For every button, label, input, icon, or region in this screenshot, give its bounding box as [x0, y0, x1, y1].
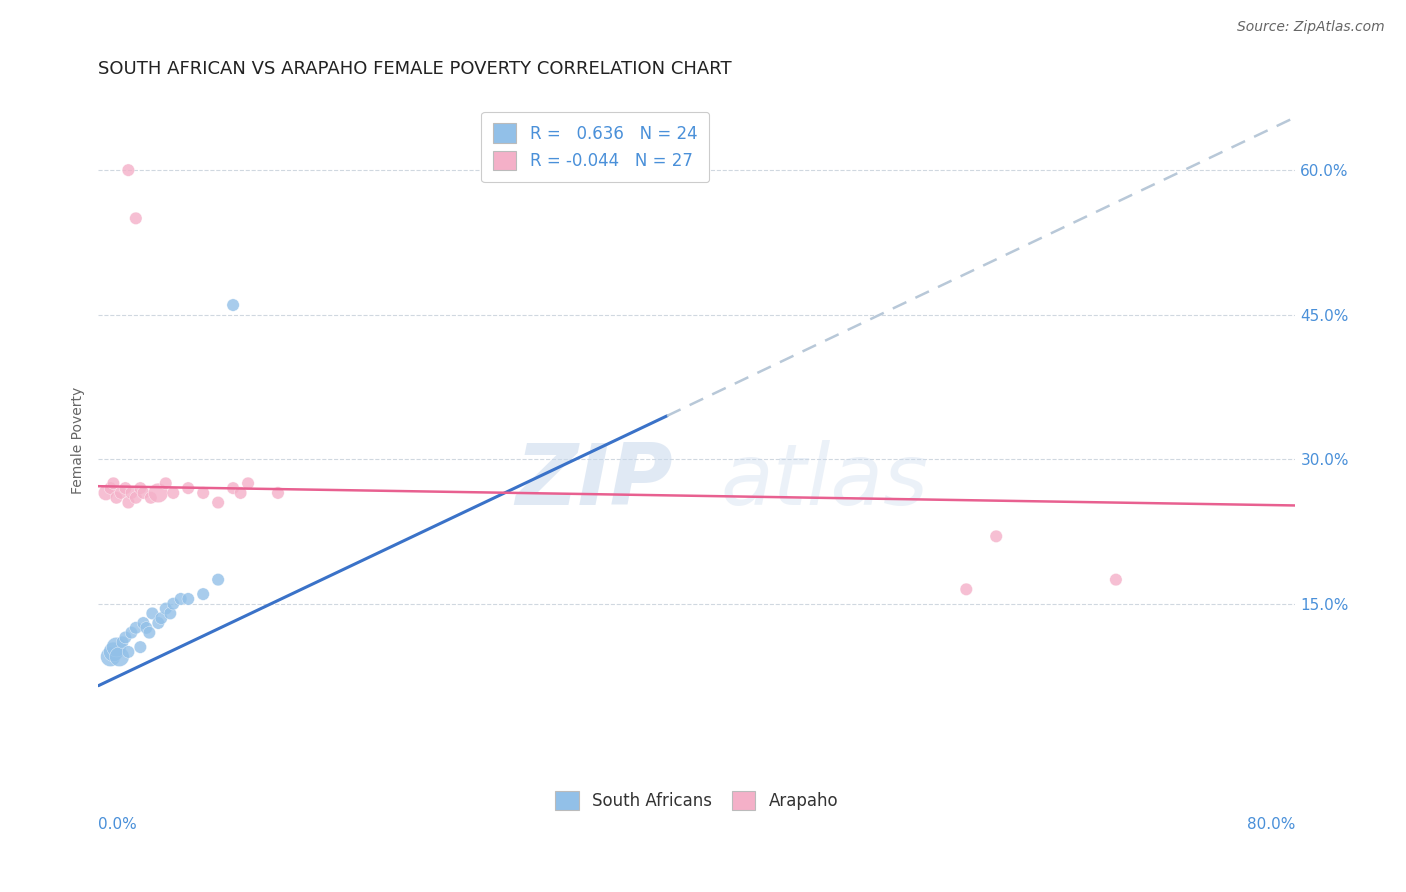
Point [193, 587, 215, 601]
Text: 80.0%: 80.0% [1247, 817, 1295, 832]
Point [162, 597, 184, 611]
Point [105, 640, 128, 654]
Point [132, 486, 155, 500]
Point [94, 486, 117, 500]
Point [117, 495, 139, 509]
Y-axis label: Female Poverty: Female Poverty [72, 386, 86, 493]
Point [1105, 573, 1128, 587]
Point [100, 481, 122, 495]
Text: Source: ZipAtlas.com: Source: ZipAtlas.com [1237, 20, 1385, 34]
Point [110, 486, 132, 500]
Point [117, 163, 139, 178]
Text: SOUTH AFRICAN VS ARAPAHO FEMALE POVERTY CORRELATION CHART: SOUTH AFRICAN VS ARAPAHO FEMALE POVERTY … [98, 60, 733, 78]
Point [114, 631, 136, 645]
Point [162, 486, 184, 500]
Point [159, 607, 181, 621]
Point [129, 640, 152, 654]
Point [155, 476, 177, 491]
Point [177, 591, 200, 606]
Point [103, 476, 125, 491]
Point [986, 529, 1008, 543]
Point [207, 573, 229, 587]
Point [114, 481, 136, 495]
Point [148, 486, 170, 500]
Point [229, 486, 252, 500]
Point [170, 591, 193, 606]
Point [120, 486, 142, 500]
Point [103, 645, 125, 659]
Point [222, 298, 245, 312]
Point [108, 649, 131, 664]
Point [139, 491, 162, 505]
Text: atlas: atlas [721, 440, 929, 523]
Point [111, 635, 134, 649]
Point [267, 486, 290, 500]
Point [120, 625, 142, 640]
Point [138, 625, 160, 640]
Point [236, 476, 259, 491]
Point [177, 481, 200, 495]
Point [125, 621, 148, 635]
Point [117, 645, 139, 659]
Point [129, 481, 152, 495]
Point [222, 481, 245, 495]
Point [155, 601, 177, 615]
Point [125, 491, 148, 505]
Point [125, 211, 148, 226]
Point [193, 486, 215, 500]
Point [135, 621, 157, 635]
Legend: South Africans, Arapaho: South Africans, Arapaho [548, 784, 845, 817]
Point [955, 582, 977, 597]
Point [100, 649, 122, 664]
Text: ZIP: ZIP [516, 440, 673, 523]
Point [207, 495, 229, 509]
Point [105, 491, 128, 505]
Point [132, 615, 155, 630]
Point [141, 607, 163, 621]
Point [150, 611, 173, 625]
Point [148, 615, 170, 630]
Text: 0.0%: 0.0% [98, 817, 138, 832]
